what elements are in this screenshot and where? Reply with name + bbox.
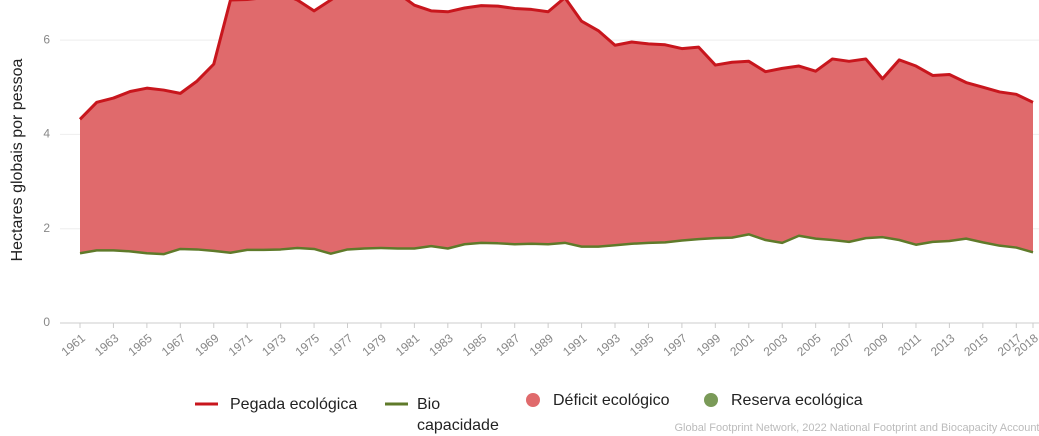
x-tick-label: 1973 — [259, 331, 289, 359]
source: Global Footprint Network, 2022 National … — [674, 422, 1039, 434]
x-tick-label: 2013 — [928, 331, 958, 359]
legend-label: Bio capacidade — [417, 396, 499, 434]
x-tick-label: 2003 — [761, 331, 791, 359]
x-tick-label: 1985 — [460, 331, 490, 359]
x-tick-label: 1975 — [293, 331, 323, 359]
y-tick-label: 4 — [43, 127, 50, 141]
x-tick-label: 1983 — [426, 331, 456, 359]
x-tick-label: 2015 — [961, 331, 991, 359]
x-tick-label: 1977 — [326, 331, 356, 359]
y-tick-label: 0 — [43, 315, 50, 329]
deficit-area — [80, 0, 1033, 255]
x-tick-label: 1961 — [59, 331, 89, 359]
x-tick-label: 1991 — [560, 331, 590, 359]
x-tick-label: 1971 — [226, 331, 256, 359]
x-tick-label: 2001 — [727, 331, 757, 359]
x-tick-label: 1989 — [527, 331, 557, 359]
x-tick-label: 1993 — [594, 331, 624, 359]
x-tick-label: 1965 — [125, 331, 155, 359]
series-line — [79, 233, 1034, 256]
x-tick-label: 2005 — [794, 331, 824, 359]
y-tick-label: 2 — [43, 221, 50, 235]
legend-dot — [704, 393, 718, 407]
x-tick-label: 1963 — [92, 331, 122, 359]
x-tick-label: 1979 — [359, 331, 389, 359]
x-tick-label: 1987 — [493, 331, 523, 359]
plot — [78, 0, 1034, 256]
x-tick-label: 1995 — [627, 331, 657, 359]
x-tick-label: 2007 — [828, 331, 858, 359]
x-tick-label: 2009 — [861, 331, 891, 359]
x-tick-label: 1999 — [694, 331, 724, 359]
y-tick-label: 6 — [43, 32, 50, 46]
legend-label: Pegada ecológica — [230, 396, 358, 413]
x-tick-label: 1997 — [660, 331, 690, 359]
legend-label: Reserva ecológica — [731, 392, 863, 409]
legend-label: Déficit ecológico — [553, 392, 670, 409]
y-axis-label: Hectares globais por pessoa — [9, 59, 26, 262]
x-tick-label: 2011 — [895, 331, 924, 359]
x-tick-label: 1981 — [393, 331, 423, 359]
legend-dot — [526, 393, 540, 407]
series-line — [78, 0, 1034, 121]
x-tick-label: 1967 — [159, 331, 189, 359]
x-tick-label: 1969 — [192, 331, 222, 359]
